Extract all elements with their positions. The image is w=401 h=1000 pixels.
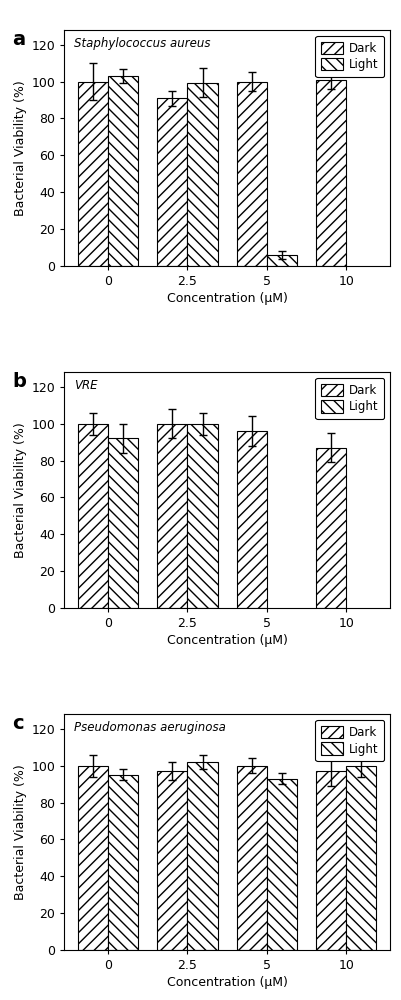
Bar bbox=[187, 762, 217, 950]
Bar bbox=[236, 431, 266, 608]
Text: a: a bbox=[12, 30, 25, 49]
Text: Pseudomonas aeruginosa: Pseudomonas aeruginosa bbox=[74, 721, 225, 734]
Bar bbox=[157, 424, 187, 608]
Bar bbox=[315, 771, 345, 950]
Bar bbox=[108, 76, 138, 266]
Bar bbox=[78, 424, 108, 608]
Text: b: b bbox=[12, 372, 26, 391]
Legend: Dark, Light: Dark, Light bbox=[315, 378, 383, 419]
Bar bbox=[108, 775, 138, 950]
Text: c: c bbox=[12, 714, 24, 733]
Bar bbox=[236, 766, 266, 950]
Bar bbox=[157, 771, 187, 950]
X-axis label: Concentration (μM): Concentration (μM) bbox=[166, 976, 287, 989]
X-axis label: Concentration (μM): Concentration (μM) bbox=[166, 292, 287, 305]
Bar bbox=[315, 448, 345, 608]
Bar bbox=[187, 83, 217, 266]
Y-axis label: Bacterial Viability (%): Bacterial Viability (%) bbox=[14, 80, 27, 216]
Bar bbox=[78, 82, 108, 266]
Legend: Dark, Light: Dark, Light bbox=[315, 36, 383, 77]
Legend: Dark, Light: Dark, Light bbox=[315, 720, 383, 761]
Bar bbox=[266, 779, 296, 950]
Bar bbox=[266, 255, 296, 266]
Bar bbox=[345, 766, 375, 950]
Bar bbox=[187, 424, 217, 608]
Bar bbox=[315, 80, 345, 266]
Bar bbox=[236, 82, 266, 266]
Text: VRE: VRE bbox=[74, 379, 97, 392]
Y-axis label: Bacterial Viability (%): Bacterial Viability (%) bbox=[14, 764, 27, 900]
Bar bbox=[108, 438, 138, 608]
Bar bbox=[78, 766, 108, 950]
X-axis label: Concentration (μM): Concentration (μM) bbox=[166, 634, 287, 647]
Text: Staphylococcus aureus: Staphylococcus aureus bbox=[74, 37, 210, 50]
Y-axis label: Bacterial Viability (%): Bacterial Viability (%) bbox=[14, 422, 27, 558]
Bar bbox=[157, 98, 187, 266]
